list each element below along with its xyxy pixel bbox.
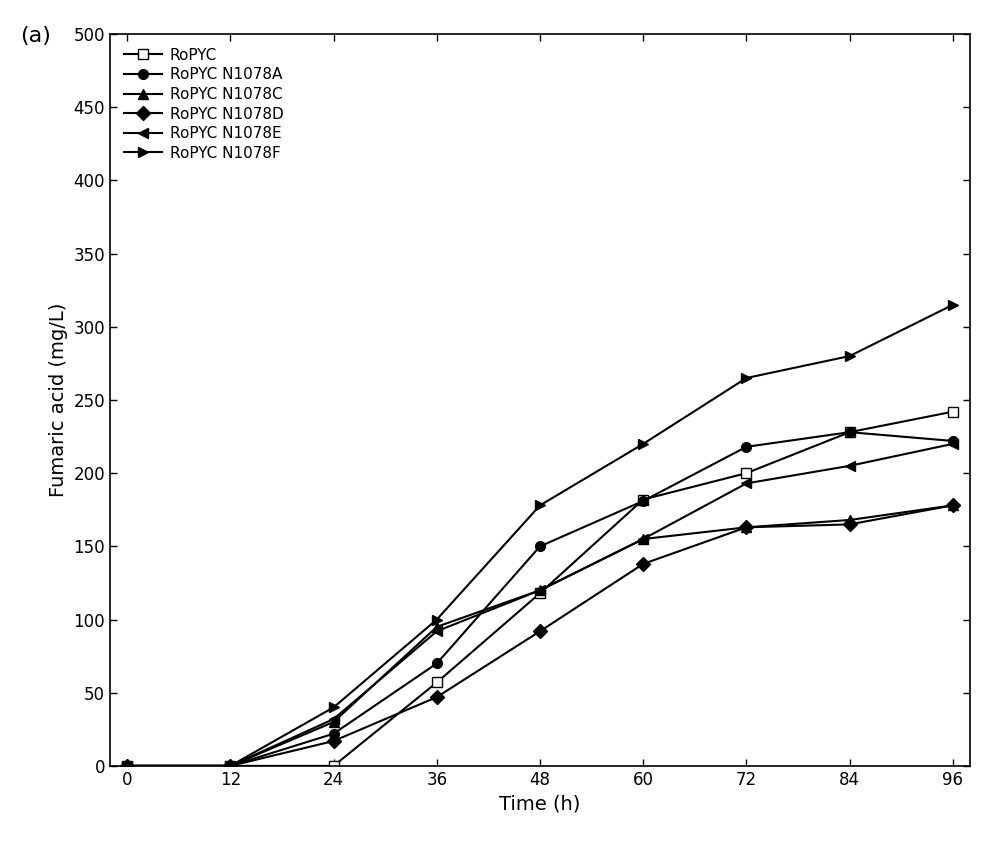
RoPYC N1078C <box>740 523 752 533</box>
RoPYC N1078F <box>740 373 752 383</box>
RoPYC <box>534 588 546 598</box>
RoPYC N1078C <box>947 500 959 511</box>
RoPYC N1078C <box>328 717 340 727</box>
RoPYC N1078D <box>534 626 546 637</box>
RoPYC <box>224 761 236 771</box>
RoPYC N1078E <box>740 478 752 488</box>
RoPYC N1078D <box>328 736 340 746</box>
RoPYC N1078E <box>534 585 546 596</box>
RoPYC N1078C <box>534 585 546 596</box>
RoPYC N1078E <box>947 439 959 449</box>
RoPYC N1078E <box>121 761 133 771</box>
RoPYC N1078A <box>740 442 752 452</box>
RoPYC <box>328 761 340 771</box>
RoPYC N1078F <box>534 500 546 511</box>
RoPYC N1078E <box>844 460 856 471</box>
RoPYC N1078C <box>224 761 236 771</box>
RoPYC N1078E <box>328 714 340 724</box>
RoPYC N1078F <box>121 761 133 771</box>
Line: RoPYC N1078A: RoPYC N1078A <box>122 427 958 771</box>
RoPYC N1078F <box>844 351 856 361</box>
RoPYC <box>121 761 133 771</box>
RoPYC N1078A <box>637 496 649 506</box>
Y-axis label: Fumaric acid (mg/L): Fumaric acid (mg/L) <box>49 303 68 497</box>
RoPYC N1078C <box>121 761 133 771</box>
RoPYC N1078D <box>431 692 443 702</box>
Text: (a): (a) <box>20 26 51 46</box>
RoPYC <box>637 494 649 505</box>
RoPYC N1078D <box>224 761 236 771</box>
Line: RoPYC: RoPYC <box>122 407 958 771</box>
RoPYC N1078D <box>121 761 133 771</box>
Line: RoPYC N1078C: RoPYC N1078C <box>122 500 958 771</box>
RoPYC <box>740 468 752 478</box>
RoPYC N1078F <box>224 761 236 771</box>
X-axis label: Time (h): Time (h) <box>499 794 581 814</box>
RoPYC N1078D <box>947 500 959 511</box>
RoPYC N1078E <box>224 761 236 771</box>
RoPYC <box>844 427 856 437</box>
Line: RoPYC N1078F: RoPYC N1078F <box>122 300 958 771</box>
RoPYC N1078A <box>431 659 443 669</box>
RoPYC N1078D <box>844 519 856 529</box>
RoPYC N1078A <box>534 541 546 551</box>
Line: RoPYC N1078E: RoPYC N1078E <box>122 439 958 771</box>
RoPYC N1078A <box>844 427 856 437</box>
RoPYC N1078C <box>431 622 443 632</box>
RoPYC N1078F <box>947 300 959 310</box>
RoPYC N1078A <box>224 761 236 771</box>
RoPYC N1078A <box>121 761 133 771</box>
RoPYC <box>431 677 443 688</box>
RoPYC N1078A <box>328 728 340 739</box>
Legend: RoPYC, RoPYC N1078A, RoPYC N1078C, RoPYC N1078D, RoPYC N1078E, RoPYC N1078F: RoPYC, RoPYC N1078A, RoPYC N1078C, RoPYC… <box>118 42 289 167</box>
RoPYC N1078E <box>431 626 443 637</box>
RoPYC N1078F <box>637 439 649 449</box>
RoPYC N1078D <box>740 523 752 533</box>
RoPYC N1078C <box>844 515 856 525</box>
RoPYC N1078D <box>637 559 649 569</box>
RoPYC N1078F <box>328 702 340 712</box>
RoPYC N1078E <box>637 534 649 544</box>
RoPYC <box>947 407 959 417</box>
RoPYC N1078A <box>947 436 959 446</box>
RoPYC N1078C <box>637 534 649 544</box>
Line: RoPYC N1078D: RoPYC N1078D <box>122 500 958 771</box>
RoPYC N1078F <box>431 614 443 625</box>
